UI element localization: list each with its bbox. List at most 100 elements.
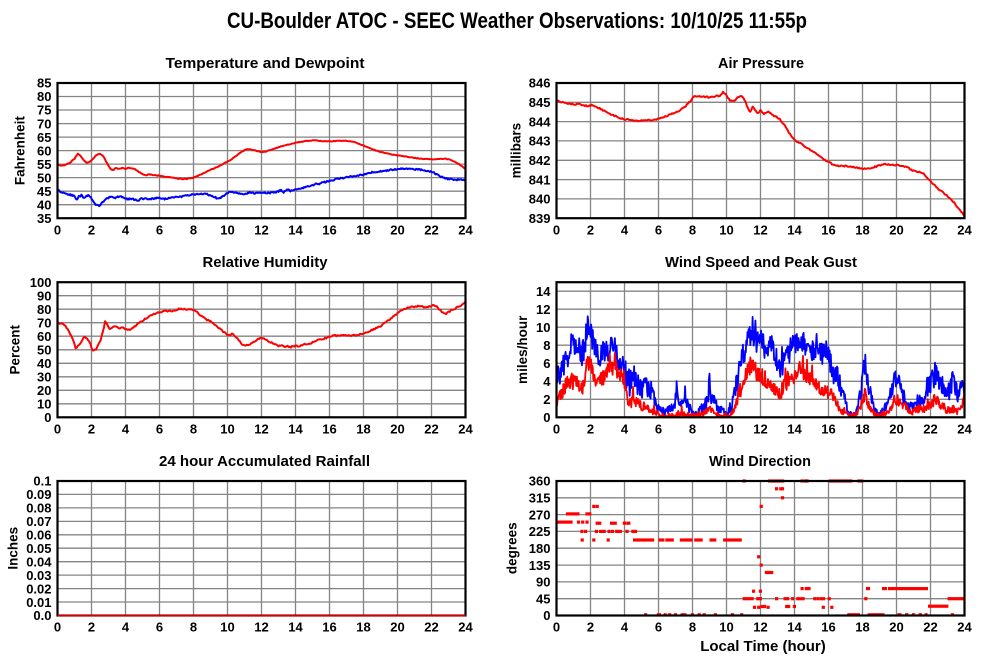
svg-text:841: 841 — [529, 172, 551, 187]
svg-text:Local Time (hour): Local Time (hour) — [700, 638, 826, 655]
svg-text:315: 315 — [529, 491, 551, 506]
svg-text:10: 10 — [37, 397, 51, 412]
svg-text:0.02: 0.02 — [26, 581, 51, 596]
svg-text:20: 20 — [889, 422, 903, 437]
svg-text:4: 4 — [122, 422, 130, 437]
svg-text:2: 2 — [587, 222, 594, 237]
svg-text:0.0: 0.0 — [33, 608, 51, 623]
svg-text:4: 4 — [621, 422, 629, 437]
svg-text:24: 24 — [957, 422, 972, 437]
svg-text:8: 8 — [190, 222, 197, 237]
svg-text:10: 10 — [220, 620, 234, 635]
svg-text:22: 22 — [923, 222, 937, 237]
svg-text:75: 75 — [37, 103, 51, 118]
svg-text:6: 6 — [156, 620, 163, 635]
svg-text:2: 2 — [88, 620, 95, 635]
svg-text:80: 80 — [37, 89, 51, 104]
svg-text:4: 4 — [122, 620, 130, 635]
svg-text:225: 225 — [529, 524, 551, 539]
svg-text:50: 50 — [37, 342, 51, 357]
svg-text:14: 14 — [288, 222, 303, 237]
svg-text:2: 2 — [88, 422, 95, 437]
svg-text:24: 24 — [957, 620, 972, 635]
svg-text:844: 844 — [529, 114, 551, 129]
svg-text:6: 6 — [543, 356, 550, 371]
svg-text:18: 18 — [855, 620, 869, 635]
svg-text:18: 18 — [855, 222, 869, 237]
svg-text:6: 6 — [655, 620, 662, 635]
svg-text:100: 100 — [30, 275, 52, 290]
svg-text:0.1: 0.1 — [33, 474, 51, 489]
svg-text:20: 20 — [390, 222, 404, 237]
svg-text:0.07: 0.07 — [26, 514, 51, 529]
svg-text:0.09: 0.09 — [26, 487, 51, 502]
svg-text:14: 14 — [787, 422, 802, 437]
svg-text:10: 10 — [719, 222, 733, 237]
svg-text:22: 22 — [923, 422, 937, 437]
svg-text:14: 14 — [288, 620, 303, 635]
svg-text:55: 55 — [37, 157, 51, 172]
svg-text:16: 16 — [322, 222, 336, 237]
svg-text:8: 8 — [190, 620, 197, 635]
svg-text:16: 16 — [322, 422, 336, 437]
svg-text:8: 8 — [689, 222, 696, 237]
svg-text:18: 18 — [356, 222, 370, 237]
svg-text:40: 40 — [37, 197, 51, 212]
svg-text:50: 50 — [37, 170, 51, 185]
svg-text:Wind Speed and Peak Gust: Wind Speed and Peak Gust — [665, 255, 857, 271]
svg-text:8: 8 — [689, 422, 696, 437]
svg-text:Fahrenheit: Fahrenheit — [13, 116, 28, 186]
svg-text:10: 10 — [719, 620, 733, 635]
svg-text:millibars: millibars — [508, 123, 523, 179]
svg-text:0.04: 0.04 — [26, 554, 52, 569]
svg-text:840: 840 — [529, 192, 551, 207]
svg-text:20: 20 — [37, 383, 51, 398]
svg-text:16: 16 — [821, 422, 835, 437]
svg-text:839: 839 — [529, 211, 551, 226]
svg-text:miles/hour: miles/hour — [515, 315, 530, 384]
svg-text:90: 90 — [536, 575, 550, 590]
svg-text:0: 0 — [553, 422, 560, 437]
svg-text:70: 70 — [37, 116, 51, 131]
svg-text:8: 8 — [543, 338, 550, 353]
svg-text:0.06: 0.06 — [26, 528, 51, 543]
svg-text:0: 0 — [54, 620, 61, 635]
svg-text:8: 8 — [689, 620, 696, 635]
svg-text:180: 180 — [529, 541, 551, 556]
svg-text:20: 20 — [390, 422, 404, 437]
svg-text:45: 45 — [536, 591, 550, 606]
svg-text:360: 360 — [529, 474, 551, 489]
svg-text:6: 6 — [156, 222, 163, 237]
svg-text:Temperature and Dewpoint: Temperature and Dewpoint — [166, 56, 365, 72]
svg-text:20: 20 — [889, 620, 903, 635]
svg-text:4: 4 — [621, 620, 629, 635]
svg-text:0: 0 — [543, 608, 550, 623]
svg-text:24: 24 — [458, 422, 473, 437]
svg-text:6: 6 — [655, 422, 662, 437]
svg-text:843: 843 — [529, 134, 551, 149]
svg-text:14: 14 — [288, 422, 303, 437]
svg-text:22: 22 — [424, 222, 438, 237]
svg-text:842: 842 — [529, 153, 551, 168]
svg-text:0.08: 0.08 — [26, 501, 51, 516]
svg-text:8: 8 — [190, 422, 197, 437]
svg-text:0.03: 0.03 — [26, 568, 51, 583]
svg-text:18: 18 — [356, 620, 370, 635]
svg-text:14: 14 — [536, 284, 551, 299]
svg-text:0: 0 — [54, 222, 61, 237]
svg-text:10: 10 — [719, 422, 733, 437]
svg-text:0: 0 — [543, 410, 550, 425]
svg-text:16: 16 — [322, 620, 336, 635]
svg-text:Wind Direction: Wind Direction — [709, 454, 811, 470]
svg-text:0: 0 — [44, 410, 51, 425]
svg-text:Inches: Inches — [5, 527, 20, 570]
svg-text:70: 70 — [37, 315, 51, 330]
svg-text:24: 24 — [458, 222, 473, 237]
svg-text:270: 270 — [529, 507, 551, 522]
svg-text:12: 12 — [254, 422, 268, 437]
svg-text:20: 20 — [390, 620, 404, 635]
svg-text:35: 35 — [37, 211, 51, 226]
svg-text:20: 20 — [889, 222, 903, 237]
svg-text:10: 10 — [536, 320, 550, 335]
svg-text:90: 90 — [37, 288, 51, 303]
